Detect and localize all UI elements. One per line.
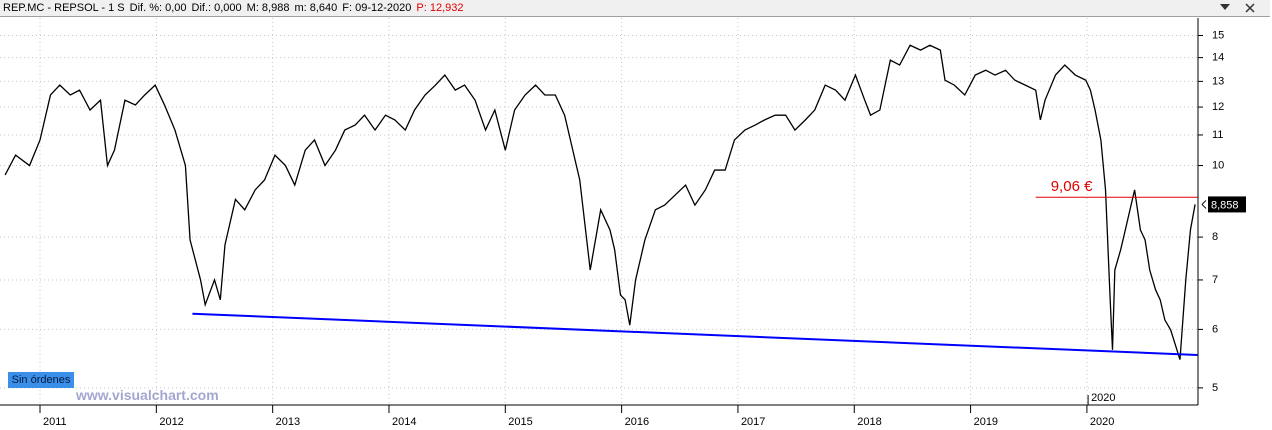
last-price-box — [1208, 196, 1246, 213]
x-tick-label: 2015 — [508, 416, 532, 428]
x-tick-label: 2013 — [276, 416, 300, 428]
trendline — [192, 312, 1198, 356]
y-tick-label: 7 — [1212, 274, 1218, 286]
x-tick-label: 2011 — [43, 416, 67, 428]
header-field: REP.MC - REPSOL - 1 S — [3, 2, 125, 14]
menu-button[interactable] — [1220, 4, 1230, 10]
y-tick-label: 13 — [1212, 75, 1224, 87]
x-tick-label: 2020 — [1090, 416, 1114, 428]
y-tick-label: 11 — [1212, 129, 1223, 141]
orders-button[interactable]: Sin órdenes — [8, 372, 74, 388]
y-tick-label: 12 — [1212, 101, 1224, 113]
x-tick-label: 2018 — [857, 416, 881, 428]
header-bar: REP.MC - REPSOL - 1 S Dif. %: 0,00 Dif.: 0… — [0, 0, 1270, 17]
x-tick-label: 2016 — [625, 416, 649, 428]
y-tick-label: 8 — [1212, 231, 1218, 243]
x-tick-label: 2014 — [392, 416, 416, 428]
x-tick-label: 2019 — [974, 416, 998, 428]
header-field: Dif.: 0,000 — [191, 2, 242, 14]
x-tick-label: 2017 — [741, 416, 765, 428]
x-tick-label: 2012 — [159, 416, 183, 428]
watermark: www.visualchart.com — [76, 387, 219, 403]
x-cursor-label: 2020 — [1091, 392, 1115, 404]
level-label: 9,06 € — [1051, 178, 1093, 195]
header-field: F: 09-12-2020 — [342, 2, 412, 14]
y-tick-label: 14 — [1212, 52, 1224, 64]
last-price-pointer — [1201, 200, 1207, 209]
header-field: P: 12,932 — [416, 2, 464, 14]
y-tick-label: 10 — [1212, 159, 1224, 171]
header-field: m: 8,640 — [294, 2, 338, 14]
y-tick-label: 6 — [1212, 323, 1218, 335]
header-field: M: 8,988 — [246, 2, 290, 14]
price-line — [4, 44, 1196, 360]
y-tick-label: 5 — [1212, 382, 1218, 394]
header-field: Dif. %: 0,00 — [129, 2, 187, 14]
last-price-label: 8,858 — [1211, 199, 1239, 211]
y-tick-label: 15 — [1212, 29, 1224, 41]
close-button[interactable] — [1245, 3, 1255, 13]
window-buttons[interactable] — [1220, 3, 1255, 13]
